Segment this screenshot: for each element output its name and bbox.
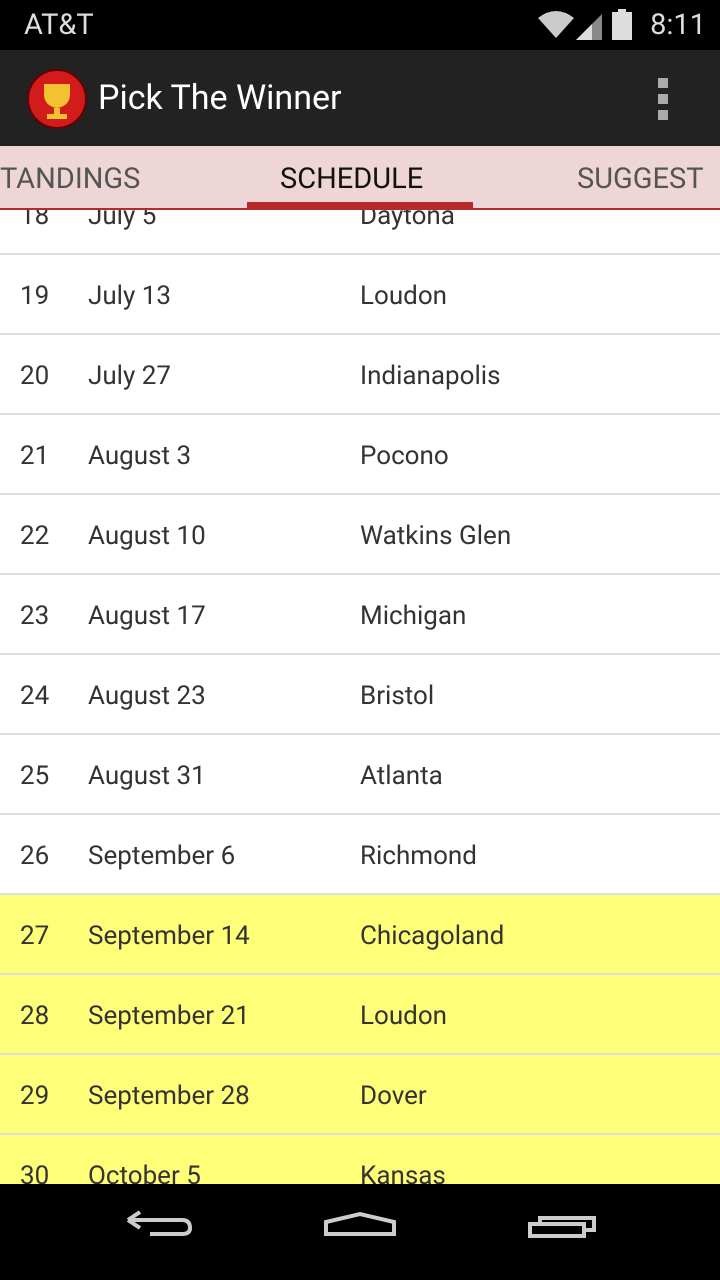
race-track: Dover (360, 1081, 427, 1111)
tab-bar: TANDINGS SCHEDULE SUGGEST (0, 146, 720, 210)
back-button[interactable] (126, 1210, 193, 1236)
race-date: July 27 (88, 361, 171, 391)
race-number: 23 (20, 601, 50, 631)
home-button[interactable] (324, 1211, 396, 1236)
status-icons (538, 9, 632, 40)
race-date: August 17 (88, 601, 206, 631)
race-number: 19 (20, 281, 50, 311)
race-number: 27 (20, 921, 50, 951)
race-number: 30 (20, 1161, 50, 1184)
race-number: 29 (20, 1081, 50, 1111)
race-date: August 23 (88, 681, 206, 711)
nav-buttons (126, 1210, 596, 1238)
app-title: Pick The Winner (98, 78, 342, 118)
schedule-row[interactable]: 25 August 31 Atlanta (0, 735, 720, 815)
schedule-row[interactable]: 24 August 23 Bristol (0, 655, 720, 735)
race-number: 24 (20, 681, 50, 711)
race-date: September 21 (88, 1001, 250, 1031)
schedule-row[interactable]: 19 July 13 Loudon (0, 255, 720, 335)
race-track: Bristol (360, 681, 435, 711)
tab[interactable]: SUGGEST (577, 162, 704, 196)
schedule-row[interactable]: 22 August 10 Watkins Glen (0, 495, 720, 575)
race-date: September 6 (88, 841, 236, 871)
schedule-list: 18 July 5 Daytona 19 July 13 Loudon 20 July 27 I… (0, 175, 720, 1184)
race-track: Atlanta (360, 761, 443, 791)
overflow-menu[interactable] (656, 78, 672, 120)
race-date: August 10 (88, 521, 206, 551)
race-date: August 31 (88, 761, 206, 791)
race-number: 25 (20, 761, 50, 791)
race-date: October 5 (88, 1161, 201, 1184)
race-number: 28 (20, 1001, 50, 1031)
recents-button[interactable] (528, 1216, 596, 1238)
nav-bar (0, 1184, 720, 1280)
carrier: AT&T (24, 8, 94, 42)
schedule-row[interactable]: 23 August 17 Michigan (0, 575, 720, 655)
race-date: August 3 (88, 441, 192, 471)
race-number: 26 (20, 841, 50, 871)
race-track: Richmond (360, 841, 477, 871)
clock: 8:11 (650, 8, 706, 42)
race-date: September 28 (88, 1081, 250, 1111)
race-track: Kansas (360, 1161, 446, 1184)
race-date: September 14 (88, 921, 250, 951)
tab-indicator (247, 202, 473, 208)
schedule-row[interactable]: 26 September 6 Richmond (0, 815, 720, 895)
race-track: Indianapolis (360, 361, 501, 391)
schedule-row[interactable]: 27 September 14 Chicagoland (0, 895, 720, 975)
race-track: Loudon (360, 1001, 448, 1031)
schedule-row[interactable]: 29 September 28 Dover (0, 1055, 720, 1135)
race-number: 22 (20, 521, 50, 551)
schedule-row[interactable]: 20 July 27 Indianapolis (0, 335, 720, 415)
app-icon[interactable] (26, 68, 88, 130)
schedule-row[interactable]: 28 September 21 Loudon (0, 975, 720, 1055)
tab[interactable]: TANDINGS (0, 162, 141, 196)
race-date: July 13 (88, 281, 171, 311)
status-bar: AT&T 8:11 (0, 0, 720, 50)
race-track: Pocono (360, 441, 449, 471)
race-track: Michigan (360, 601, 467, 631)
race-track: Chicagoland (360, 921, 505, 951)
schedule-row[interactable]: 21 August 3 Pocono (0, 415, 720, 495)
race-number: 20 (20, 361, 50, 391)
app-bar: Pick The Winner (0, 50, 720, 146)
tab[interactable]: SCHEDULE (280, 162, 424, 196)
race-track: Loudon (360, 281, 448, 311)
race-number: 21 (20, 441, 50, 471)
race-track: Watkins Glen (360, 521, 512, 551)
schedule-row[interactable]: 30 October 5 Kansas (0, 1135, 720, 1184)
